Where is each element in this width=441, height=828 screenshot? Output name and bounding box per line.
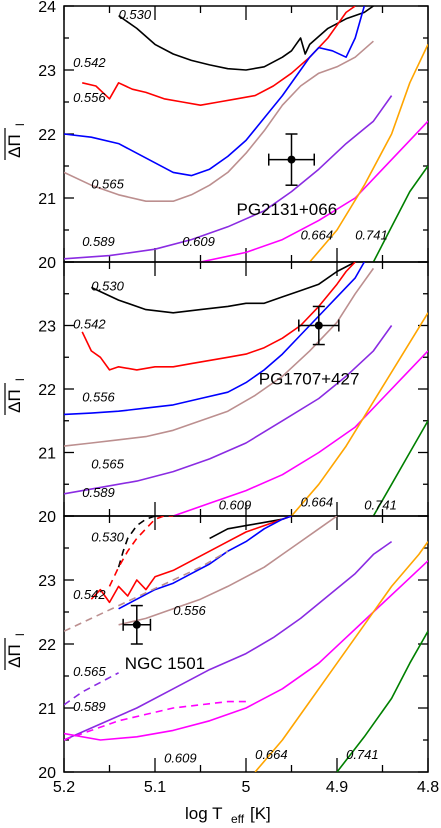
y-tick-label: 21 [38,701,56,718]
mass-label-0.565: 0.565 [91,176,124,191]
mass-label-0.741: 0.741 [346,747,379,762]
y-tick-label: 24 [38,0,56,16]
series-group [64,262,428,516]
series-line-0.741 [336,630,428,772]
y-tick-label: 20 [38,255,56,272]
x-axis-title-main: log T [185,804,223,823]
mass-label-0.556: 0.556 [173,603,206,618]
x-tick-label: 4.9 [326,779,348,796]
star-label: PG2131+066 [237,200,338,219]
mass-label-0.530: 0.530 [91,530,124,545]
series-line-0.556 [64,262,365,416]
mass-label-0.556: 0.556 [82,390,115,405]
y-tick-label: 23 [38,573,56,590]
y-tick-label: 20 [38,765,56,782]
series-line-0.741 [372,420,428,516]
y-tick-label: 20 [38,509,56,526]
star-point [314,321,323,330]
y-axis-title: ΔΠ l [4,633,27,670]
mass-label-0.741: 0.741 [364,498,397,513]
series-line-0.589 [64,540,393,741]
y-axis-title-main: ΔΠ [5,644,24,668]
series-group [64,6,428,262]
mass-label-0.565: 0.565 [91,456,124,471]
series-line-0.589 [64,95,393,260]
series-line-0.609 [200,120,428,262]
y-axis-title-sub: l [13,123,27,126]
y-tick-label: 22 [38,382,56,399]
y-tick-label: 22 [38,637,56,654]
x-tick-label: 4.8 [417,779,439,796]
series-line-0.589 [64,672,119,706]
y-axis-title-sub: l [13,378,27,381]
panel-top: 20 21 22 23 24 ΔΠ l PG2131+066 0.530 0.542 0.556 0.… [4,0,429,272]
series-line-0.609 [64,560,428,741]
y-axis-title-sub: l [13,633,27,636]
series-line-0.556 [64,6,366,177]
series-line-0.530 [209,516,292,540]
series-line-0.565 [64,267,375,447]
mass-label-0.542: 0.542 [73,55,106,70]
mass-label-0.664: 0.664 [301,494,334,509]
mass-label-0.542: 0.542 [73,587,106,602]
y-tick-label: 21 [38,191,56,208]
x-axis-title-unit: [K] [250,804,271,823]
mass-label-0.530: 0.530 [91,279,124,294]
x-axis-title: log T eff [K] [185,804,271,826]
x-tick-label: 5.2 [53,779,75,796]
series-line-0.664 [290,312,428,516]
series-line-0.741 [372,165,428,262]
series-line-0.556 [118,516,292,610]
series-line-0.609 [172,350,428,516]
panel-middle: 20 21 22 23 ΔΠ l PG1707+427 0.530 0.542 0.556 0.56… [4,261,429,526]
series-line-0.664 [309,44,428,262]
mass-label-0.556: 0.556 [73,90,106,105]
mass-label-0.542: 0.542 [73,317,106,332]
series-line-0.589 [64,325,393,495]
y-axis-title: ΔΠ l [4,378,27,415]
series-line-0.542 [108,516,174,587]
mass-label-0.609: 0.609 [182,234,215,249]
series-line-0.565 [64,40,374,202]
series-line-0.565 [118,516,338,626]
series-line-0.530 [117,516,156,568]
series-line-0.609 [64,700,246,741]
mass-label-0.565: 0.565 [73,664,106,679]
star-point [287,155,296,164]
series-line-0.530 [118,6,374,71]
y-axis-title-main: ΔΠ [5,134,24,158]
x-tick-label: 5.1 [144,779,166,796]
star-point [132,620,141,629]
series-group [64,516,428,772]
mass-label-0.741: 0.741 [355,228,388,243]
series-line-0.542 [82,6,356,106]
mass-label-0.664: 0.664 [301,228,334,243]
y-tick-label: 23 [38,63,56,80]
series-line-0.530 [90,262,356,314]
mass-label-0.664: 0.664 [255,747,288,762]
x-tick-label: 5 [242,779,251,796]
y-tick-label: 21 [38,446,56,463]
y-axis-title: ΔΠ l [4,123,27,160]
y-axis-title-main: ΔΠ [5,389,24,413]
x-axis-title-sub: eff [231,812,245,826]
series-line-0.542 [90,516,292,604]
mass-label-0.609: 0.609 [219,498,252,513]
mass-label-0.589: 0.589 [73,699,106,714]
star-label: NGC 1501 [125,654,205,673]
plot-frame [63,5,429,263]
series-line-0.664 [254,541,428,772]
y-tick-label: 22 [38,127,56,144]
star-label: PG1707+427 [259,370,360,389]
mass-label-0.589: 0.589 [82,234,115,249]
mass-label-0.609: 0.609 [164,750,197,765]
panel-bottom: 20 21 22 23 5.2 5.1 5 4.9 4.8 ΔΠ l NGC 1501 0.530 0.5… [4,515,439,796]
series-line-0.556 [64,550,229,632]
y-tick-label: 23 [38,319,56,336]
mass-label-0.589: 0.589 [82,485,115,500]
mass-label-0.530: 0.530 [119,7,152,22]
